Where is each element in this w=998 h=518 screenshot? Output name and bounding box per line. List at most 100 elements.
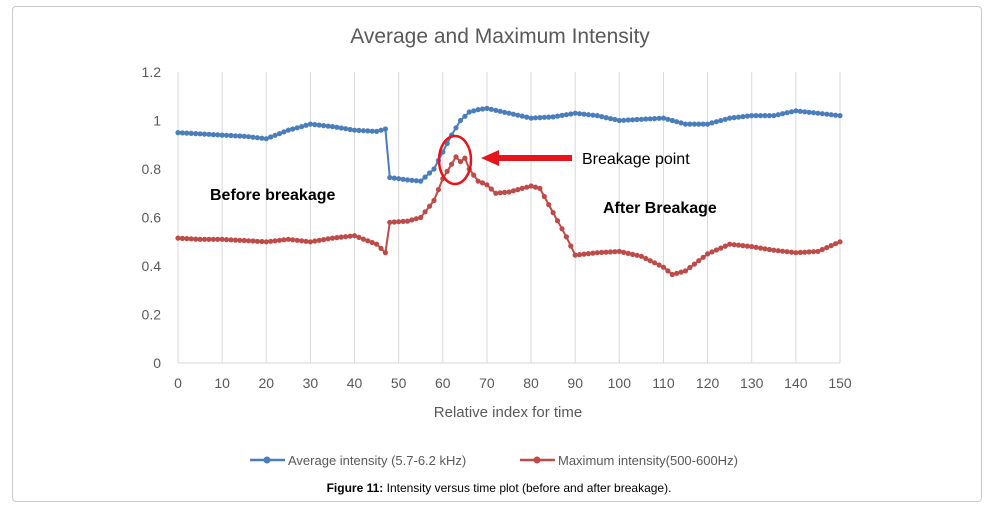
data-point-average — [581, 111, 587, 117]
data-point-average — [263, 136, 269, 142]
data-point-average — [343, 126, 349, 132]
data-point-maximum — [612, 249, 618, 255]
data-point-average — [828, 112, 834, 118]
data-point-average — [550, 114, 556, 120]
data-point-maximum — [241, 237, 247, 244]
data-point-maximum — [607, 249, 614, 255]
data-point-average — [510, 111, 516, 117]
data-point-average — [409, 177, 415, 183]
data-point-maximum — [837, 239, 843, 245]
data-point-average — [718, 117, 724, 124]
data-point-average — [223, 132, 230, 138]
y-tick-labels: 0 0.2 0.4 0.6 0.8 1 1.2 — [142, 64, 162, 371]
data-point-average — [475, 107, 481, 113]
y-tick-label: 0.2 — [142, 307, 162, 323]
data-point-maximum — [599, 249, 605, 255]
data-point-average — [404, 177, 411, 183]
data-point-average — [457, 117, 464, 124]
data-point-maximum — [471, 172, 477, 178]
data-point-maximum — [546, 202, 552, 208]
data-point-average — [294, 125, 300, 131]
data-point-maximum — [793, 250, 799, 256]
data-point-maximum — [268, 238, 274, 244]
x-tick-label: 150 — [828, 375, 852, 391]
data-point-maximum — [740, 243, 746, 249]
data-point-maximum — [709, 249, 715, 255]
data-point-maximum — [727, 241, 733, 247]
y-tick-label: 1.2 — [142, 64, 162, 80]
data-point-average — [709, 120, 715, 126]
data-point-maximum — [378, 245, 384, 251]
data-point-maximum — [449, 161, 455, 167]
data-point-average — [228, 132, 234, 139]
x-tick-label: 140 — [784, 375, 808, 391]
data-point-maximum — [435, 187, 441, 193]
data-point-average — [771, 113, 777, 119]
data-point-maximum — [427, 203, 433, 209]
x-tick-label: 50 — [391, 375, 407, 391]
data-point-average — [462, 113, 468, 119]
y-tick-label: 0 — [153, 355, 161, 371]
data-point-average — [422, 174, 428, 180]
data-point-average — [497, 108, 503, 114]
data-point-maximum — [524, 184, 530, 190]
data-point-average — [413, 178, 419, 184]
data-point-average — [634, 116, 640, 123]
data-point-maximum — [184, 236, 190, 242]
data-point-maximum — [374, 241, 380, 247]
data-point-maximum — [329, 235, 336, 241]
data-point-maximum — [263, 239, 269, 245]
data-point-average — [453, 125, 459, 131]
data-point-maximum — [797, 249, 803, 255]
data-point-average — [691, 121, 698, 127]
data-point-average — [585, 112, 592, 118]
data-point-maximum — [259, 238, 265, 245]
data-point-average — [784, 110, 790, 116]
data-point-maximum — [290, 237, 296, 243]
x-tick-label: 100 — [608, 375, 632, 391]
data-point-average — [193, 131, 199, 137]
data-point-average — [188, 130, 194, 136]
data-point-maximum — [299, 238, 305, 244]
data-point-maximum — [559, 226, 565, 232]
x-tick-label: 60 — [435, 375, 451, 391]
data-point-maximum — [788, 249, 795, 255]
data-point-maximum — [197, 236, 203, 242]
data-point-average — [259, 135, 265, 141]
data-point-average — [329, 124, 336, 130]
data-point-maximum — [541, 193, 547, 200]
data-point-average — [382, 126, 388, 132]
data-point-maximum — [206, 236, 212, 242]
data-point-maximum — [237, 237, 243, 243]
data-point-maximum — [382, 250, 388, 256]
annotation-before-breakage: Before breakage — [210, 187, 335, 204]
data-point-maximum — [246, 238, 252, 244]
data-point-average — [303, 122, 309, 128]
data-point-average — [175, 130, 181, 136]
data-point-maximum — [457, 159, 464, 165]
data-point-average — [713, 119, 720, 125]
caption-text: Intensity versus time plot (before and a… — [386, 481, 672, 495]
x-tick-label: 120 — [696, 375, 720, 391]
data-point-maximum — [643, 255, 649, 262]
data-point-average — [502, 109, 508, 115]
data-point-maximum — [713, 247, 720, 253]
data-point-average — [378, 127, 384, 133]
data-point-maximum — [616, 248, 622, 254]
data-point-maximum — [418, 214, 424, 221]
data-point-maximum — [590, 250, 596, 256]
data-point-maximum — [228, 237, 234, 243]
data-point-maximum — [771, 247, 777, 253]
data-point-average — [351, 127, 358, 133]
data-point-average — [656, 115, 662, 121]
data-point-maximum — [281, 237, 287, 243]
data-point-average — [603, 115, 609, 121]
data-point-average — [254, 135, 260, 141]
data-point-maximum — [276, 237, 283, 243]
data-point-average — [758, 113, 764, 119]
data-point-maximum — [722, 243, 728, 249]
data-point-maximum — [188, 236, 194, 242]
data-point-maximum — [484, 182, 490, 188]
data-point-maximum — [749, 244, 755, 250]
data-point-maximum — [585, 251, 592, 257]
